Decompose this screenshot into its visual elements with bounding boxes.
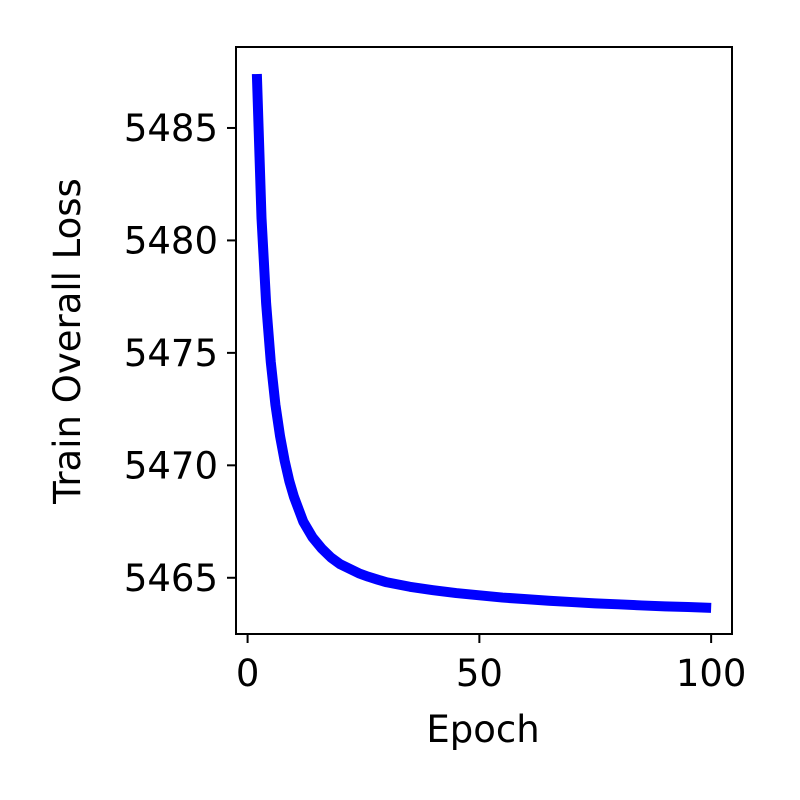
x-tick-label: 0 bbox=[236, 652, 260, 695]
y-tick-label: 5480 bbox=[124, 219, 218, 262]
y-tick-label: 5470 bbox=[124, 444, 218, 487]
x-tick-label: 50 bbox=[456, 652, 503, 695]
axes: 0 50 100 5465 5470 5475 5480 5485 bbox=[124, 46, 747, 695]
y-tick-label: 5475 bbox=[124, 332, 218, 375]
plot-area bbox=[251, 73, 712, 613]
plot-frame bbox=[235, 46, 733, 635]
y-tick-label: 5465 bbox=[124, 557, 218, 600]
series-line-0 bbox=[251, 73, 712, 613]
y-tick-label: 5485 bbox=[124, 107, 218, 150]
y-axis-label: Train Overall Loss bbox=[46, 178, 89, 505]
x-tick-label: 100 bbox=[676, 652, 747, 695]
x-axis-label: Epoch bbox=[426, 708, 539, 751]
